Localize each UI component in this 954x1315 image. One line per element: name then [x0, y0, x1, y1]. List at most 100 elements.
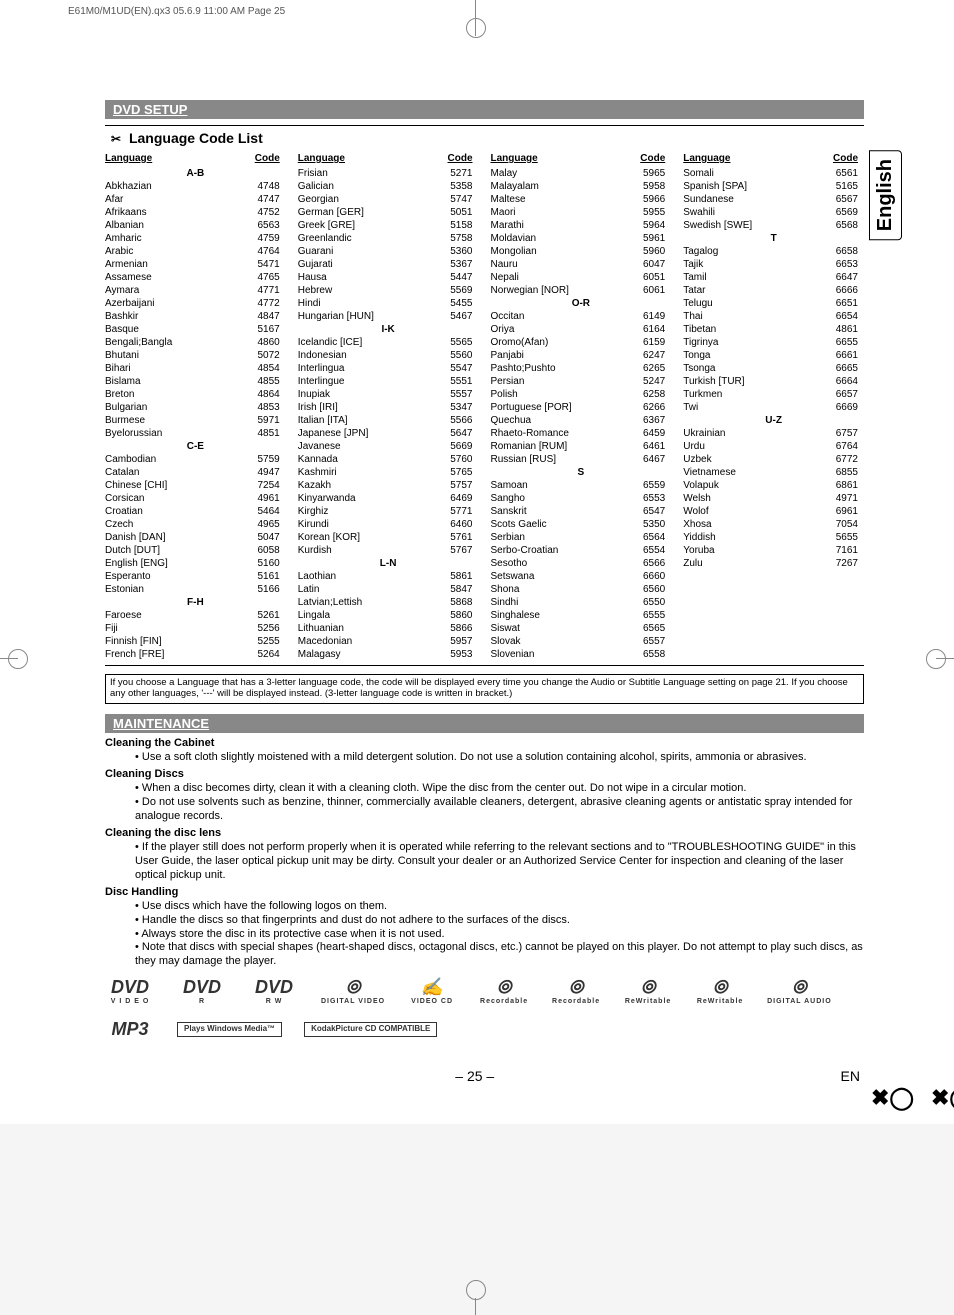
lang-name: Basque	[105, 323, 213, 336]
lang-code: 6557	[598, 635, 671, 648]
crop-mark	[8, 649, 28, 669]
lang-code: 4851	[213, 427, 286, 440]
table-row: Wolof6961	[683, 505, 864, 518]
lang-name: Serbian	[491, 531, 599, 544]
crop-mark	[926, 649, 946, 669]
lang-name: Lingala	[298, 609, 406, 622]
table-row: Irish [IRI]5347	[298, 401, 479, 414]
lang-code: 6647	[791, 271, 864, 284]
format-logo: ⦾ReWritable	[695, 977, 745, 1005]
lang-name: Malagasy	[298, 648, 406, 661]
lang-name: Macedonian	[298, 635, 406, 648]
lang-code: 4771	[213, 284, 286, 297]
lang-code: 4864	[213, 388, 286, 401]
lang-name: Hausa	[298, 271, 406, 284]
lang-name: English [ENG]	[105, 557, 213, 570]
col-header-code: Code	[791, 152, 864, 165]
lang-code: 5757	[405, 479, 478, 492]
lang-code: 5958	[598, 180, 671, 193]
lang-name: Twi	[683, 401, 791, 414]
table-row: Corsican4961	[105, 492, 286, 505]
lang-code: 6460	[405, 518, 478, 531]
table-row: Singhalese6555	[491, 609, 672, 622]
table-row: Yoruba7161	[683, 544, 864, 557]
lang-code: 5560	[405, 349, 478, 362]
lang-code: 6961	[791, 505, 864, 518]
lang-code: 4765	[213, 271, 286, 284]
table-row: Maltese5966	[491, 193, 672, 206]
lang-name: Albanian	[105, 219, 213, 232]
lang-name: Faroese	[105, 609, 213, 622]
lang-name: Samoan	[491, 479, 599, 492]
lang-name: Breton	[105, 388, 213, 401]
group-label: C-E	[105, 440, 286, 453]
lang-code: 4772	[213, 297, 286, 310]
table-row: Armenian5471	[105, 258, 286, 271]
lang-code: 7267	[791, 557, 864, 570]
lang-code: 6657	[791, 388, 864, 401]
lang-name: Romanian [RUM]	[491, 440, 599, 453]
table-row: Lithuanian5866	[298, 622, 479, 635]
table-row: Mongolian5960	[491, 245, 672, 258]
table-row: Chinese [CHI]7254	[105, 479, 286, 492]
lang-code: 4861	[791, 323, 864, 336]
lang-code: 5256	[213, 622, 286, 635]
lang-code: 4747	[213, 193, 286, 206]
lang-code: 4748	[213, 180, 286, 193]
table-row: Oriya6164	[491, 323, 672, 336]
lang-code: 5455	[405, 297, 478, 310]
lang-code: 6665	[791, 362, 864, 375]
lang-code: 6558	[598, 648, 671, 661]
table-row: Bhutani5072	[105, 349, 286, 362]
lang-name: Kannada	[298, 453, 406, 466]
lang-code: 5166	[213, 583, 286, 596]
table-row: F-H	[105, 596, 286, 609]
lang-name: Bhutani	[105, 349, 213, 362]
language-columns: LanguageCodeA-BAbkhazian4748Afar4747Afri…	[105, 152, 864, 661]
table-row: Breton4864	[105, 388, 286, 401]
lang-code: 6061	[598, 284, 671, 297]
lang-code: 5971	[213, 414, 286, 427]
table-row: Twi6669	[683, 401, 864, 414]
group-label: I-K	[298, 323, 479, 336]
lang-name: Scots Gaelic	[491, 518, 599, 531]
table-row: Marathi5964	[491, 219, 672, 232]
table-row: Inupiak5557	[298, 388, 479, 401]
lang-code: 5165	[791, 180, 864, 193]
table-row: Turkish [TUR]6664	[683, 375, 864, 388]
lang-name: Danish [DAN]	[105, 531, 213, 544]
lang-code: 5655	[791, 531, 864, 544]
lang-name: Latin	[298, 583, 406, 596]
lang-name: Swahili	[683, 206, 791, 219]
lang-name: Kinyarwanda	[298, 492, 406, 505]
format-logo: ⦾ReWritable	[623, 977, 673, 1005]
table-row: I-K	[298, 323, 479, 336]
lang-code: 6564	[598, 531, 671, 544]
table-row: German [GER]5051	[298, 206, 479, 219]
table-row: Moldavian5961	[491, 232, 672, 245]
lang-name: Bashkir	[105, 310, 213, 323]
lang-name: Slovenian	[491, 648, 599, 661]
lang-name: Moldavian	[491, 232, 599, 245]
lang-code: 6051	[598, 271, 671, 284]
table-row: Zulu7267	[683, 557, 864, 570]
lang-code: 6855	[791, 466, 864, 479]
lang-name: Tatar	[683, 284, 791, 297]
table-row: Tonga6661	[683, 349, 864, 362]
group-label: U-Z	[683, 414, 864, 427]
table-row: Maori5955	[491, 206, 672, 219]
table-row: Serbo-Croatian6554	[491, 544, 672, 557]
lang-name: Dutch [DUT]	[105, 544, 213, 557]
group-label: T	[683, 232, 864, 245]
lang-name: Turkish [TUR]	[683, 375, 791, 388]
maint-bullet: When a disc becomes dirty, clean it with…	[133, 782, 864, 796]
lang-name: Quechua	[491, 414, 599, 427]
lang-name: Tsonga	[683, 362, 791, 375]
table-row: Setswana6660	[491, 570, 672, 583]
lang-name: Maori	[491, 206, 599, 219]
lang-name: Russian [RUS]	[491, 453, 599, 466]
lang-code: 4961	[213, 492, 286, 505]
table-row: Malayalam5958	[491, 180, 672, 193]
lang-name: Frisian	[298, 167, 406, 180]
lang-code: 6568	[791, 219, 864, 232]
